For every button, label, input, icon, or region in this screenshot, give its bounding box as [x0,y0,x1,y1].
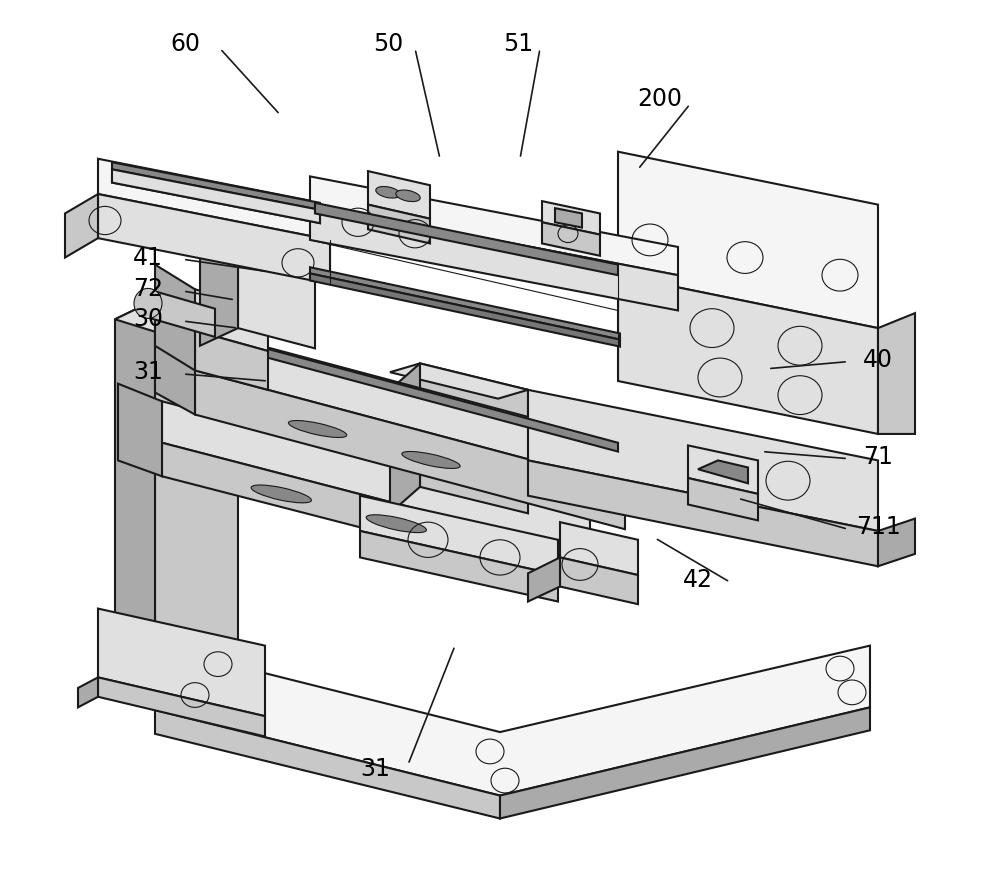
Polygon shape [200,192,315,233]
Polygon shape [112,176,320,223]
Polygon shape [155,265,195,370]
Polygon shape [688,445,758,494]
Text: 30: 30 [133,307,163,332]
Polygon shape [500,707,870,818]
Polygon shape [98,609,265,716]
Polygon shape [542,201,600,235]
Polygon shape [98,677,265,736]
Text: 31: 31 [133,360,163,385]
Polygon shape [78,677,98,707]
Polygon shape [360,496,558,575]
Polygon shape [98,159,330,240]
Polygon shape [390,363,528,399]
Polygon shape [115,300,155,663]
Polygon shape [878,313,915,434]
Text: 31: 31 [360,757,390,781]
Ellipse shape [402,452,460,468]
Polygon shape [155,300,238,670]
Polygon shape [688,478,758,520]
Polygon shape [155,304,195,415]
Ellipse shape [376,186,400,198]
Text: 71: 71 [863,445,893,469]
Polygon shape [528,557,560,602]
Text: 60: 60 [170,32,200,56]
Polygon shape [390,363,420,513]
Polygon shape [155,646,870,796]
Polygon shape [560,557,638,604]
Text: 50: 50 [373,32,403,56]
Polygon shape [195,289,268,351]
Polygon shape [315,203,618,275]
Polygon shape [310,205,678,310]
Polygon shape [155,710,500,818]
Polygon shape [162,401,590,554]
Polygon shape [195,331,268,390]
Polygon shape [162,443,590,587]
Text: 51: 51 [503,32,533,56]
Polygon shape [698,460,748,483]
Polygon shape [200,192,238,346]
Polygon shape [310,176,678,275]
Polygon shape [195,370,625,529]
Polygon shape [618,275,878,434]
Polygon shape [118,384,162,476]
Polygon shape [98,194,330,284]
Ellipse shape [134,288,162,318]
Polygon shape [618,152,878,328]
Text: 40: 40 [863,348,893,372]
Polygon shape [555,208,582,228]
Polygon shape [368,171,430,219]
Text: 711: 711 [856,515,900,540]
Polygon shape [310,267,620,340]
Text: 72: 72 [133,277,163,302]
Polygon shape [65,194,98,258]
Text: 42: 42 [683,568,713,593]
Polygon shape [148,289,215,337]
Polygon shape [368,205,430,243]
Polygon shape [528,390,878,531]
Polygon shape [310,273,620,347]
Text: 41: 41 [133,245,163,270]
Polygon shape [200,331,618,452]
Polygon shape [420,363,528,513]
Ellipse shape [288,421,347,437]
Polygon shape [195,328,625,485]
Polygon shape [115,300,238,346]
Ellipse shape [251,485,311,503]
Polygon shape [112,162,320,210]
Polygon shape [360,531,558,602]
Ellipse shape [396,190,420,202]
Polygon shape [238,192,315,348]
Polygon shape [528,460,878,566]
Ellipse shape [366,515,426,533]
Polygon shape [542,222,600,256]
Text: 200: 200 [638,86,682,111]
Polygon shape [560,522,638,575]
Polygon shape [878,519,915,566]
Polygon shape [112,169,320,223]
